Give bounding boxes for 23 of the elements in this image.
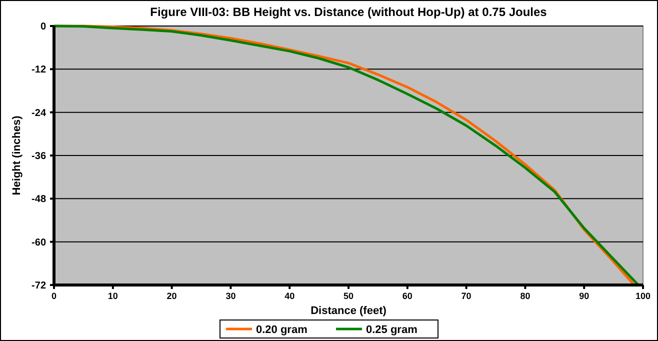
y-tick-label: 0 <box>40 22 46 32</box>
y-tick-label: -24 <box>32 108 46 119</box>
x-tick-label: 0 <box>51 291 57 301</box>
x-tick-label: 50 <box>343 291 354 301</box>
y-tick-label: -60 <box>32 237 46 248</box>
x-tick-label: 100 <box>635 291 651 301</box>
y-tick-label: -12 <box>32 64 46 76</box>
x-axis-title: Distance (feet) <box>310 305 387 317</box>
x-tick-label: 40 <box>284 291 295 301</box>
legend-label: 0.20 gram <box>256 324 308 336</box>
x-tick-label: 10 <box>108 291 118 301</box>
x-tick-label: 90 <box>579 291 590 301</box>
x-tick-label: 20 <box>166 291 177 301</box>
chart-title: Figure VIII-03: BB Height vs. Distance (without Hop-Up) at 0.75 Joules <box>150 5 548 19</box>
x-tick-label: 30 <box>226 291 236 301</box>
y-tick-label: -36 <box>32 151 46 162</box>
y-tick-label: -48 <box>32 194 46 206</box>
x-tick-label: 60 <box>402 291 412 301</box>
y-tick-label: -72 <box>32 280 46 292</box>
x-tick-label: 80 <box>520 291 530 301</box>
legend-label: 0.25 gram <box>366 324 418 336</box>
y-axis-title: Height (inches) <box>11 115 23 196</box>
x-tick-label: 70 <box>461 291 472 301</box>
